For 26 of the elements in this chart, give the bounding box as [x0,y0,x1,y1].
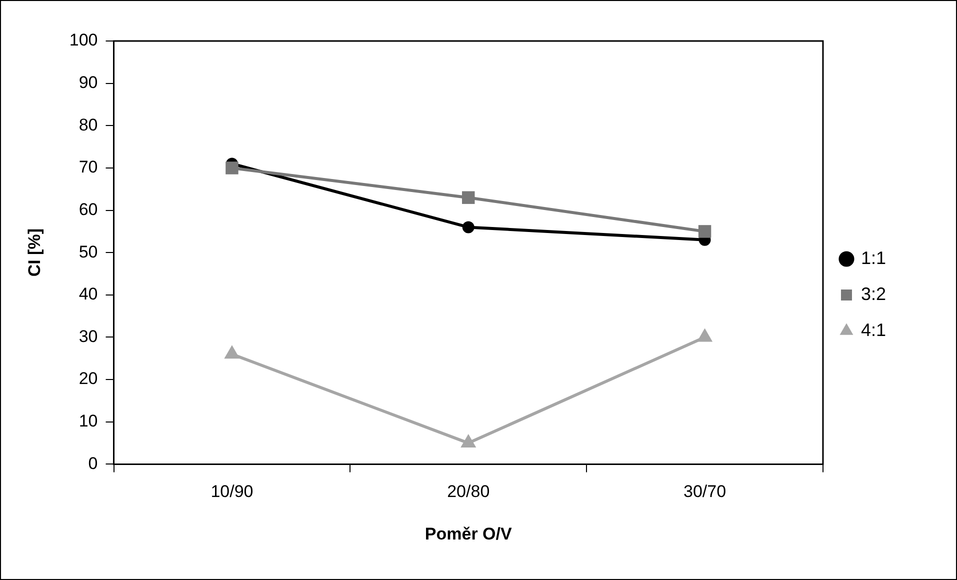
point [462,191,475,204]
y-tick-label: 80 [78,115,98,134]
y-tick-label: 0 [88,454,98,473]
y-tick-label: 60 [78,200,98,219]
y-tick-label: 70 [78,158,98,177]
legend-label: 3:2 [860,284,886,304]
point [698,225,712,238]
point [462,221,474,234]
y-axis-title: CI [%] [24,228,44,277]
legend-label: 4:1 [860,320,886,340]
y-tick-label: 100 [69,30,98,50]
point [696,328,713,342]
point [460,434,476,448]
x-tick-label: 10/90 [210,482,254,502]
point [226,162,238,174]
legend-label: 1:1 [860,248,886,268]
x-tick-label: 20/80 [447,482,490,502]
y-tick-label: 20 [78,369,98,388]
y-tick-label: 90 [78,73,98,92]
y-tick-label: 40 [78,284,98,304]
y-tick-label: 50 [78,242,98,262]
y-tick-label: 30 [78,326,98,346]
x-tick-label: 30/70 [684,482,726,502]
point [224,345,240,359]
y-tick-label: 10 [78,412,98,431]
x-axis-title: Poměr O/V [424,524,512,544]
